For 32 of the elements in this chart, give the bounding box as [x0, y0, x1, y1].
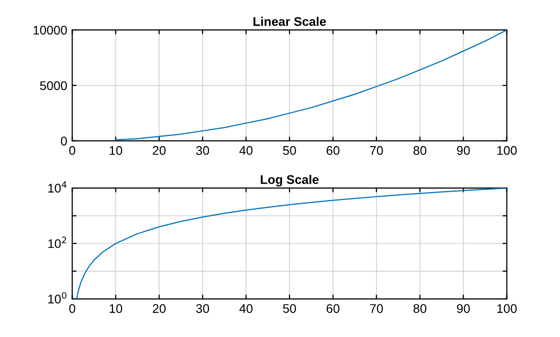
chart-title: Log Scale [260, 174, 319, 187]
x-tick-label: 50 [283, 304, 296, 313]
x-tick-label: 50 [283, 146, 296, 155]
x-tick-label: 60 [326, 304, 340, 313]
x-tick-label: 100 [497, 146, 517, 155]
y-tick-label: 10000 [34, 26, 67, 35]
x-tick-label: 60 [326, 146, 340, 155]
x-tick-label: 70 [370, 304, 383, 313]
y-tick-label: 10$^{0}$ [48, 292, 66, 304]
x-tick-label: 90 [456, 304, 470, 313]
y-tick-label: 10$^{4}$ [48, 181, 66, 193]
x-tick-label: 70 [370, 146, 383, 155]
x-tick-label: 30 [196, 304, 210, 313]
x-tick-label: 0 [69, 304, 76, 313]
x-tick-label: 20 [152, 304, 166, 313]
x-tick-label: 30 [196, 146, 210, 155]
x-tick-label: 10 [110, 146, 122, 155]
y-tick-label: 0 [60, 136, 67, 146]
x-tick-label: 90 [456, 146, 470, 155]
x-tick-label: 20 [152, 146, 166, 155]
line-series [76, 188, 507, 299]
x-tick-label: 40 [239, 304, 253, 313]
x-tick-label: 40 [239, 146, 253, 155]
x-tick-label: 0 [69, 146, 76, 155]
x-tick-label: 80 [413, 304, 426, 313]
line-series [115, 30, 507, 140]
x-tick-label: 10 [110, 304, 122, 313]
x-tick-label: 80 [413, 146, 426, 155]
y-tick-label: 10$^{2}$ [48, 236, 66, 248]
y-tick-label: 5000 [40, 81, 67, 90]
chart-title: Linear Scale [254, 16, 326, 26]
x-tick-label: 100 [497, 304, 517, 313]
